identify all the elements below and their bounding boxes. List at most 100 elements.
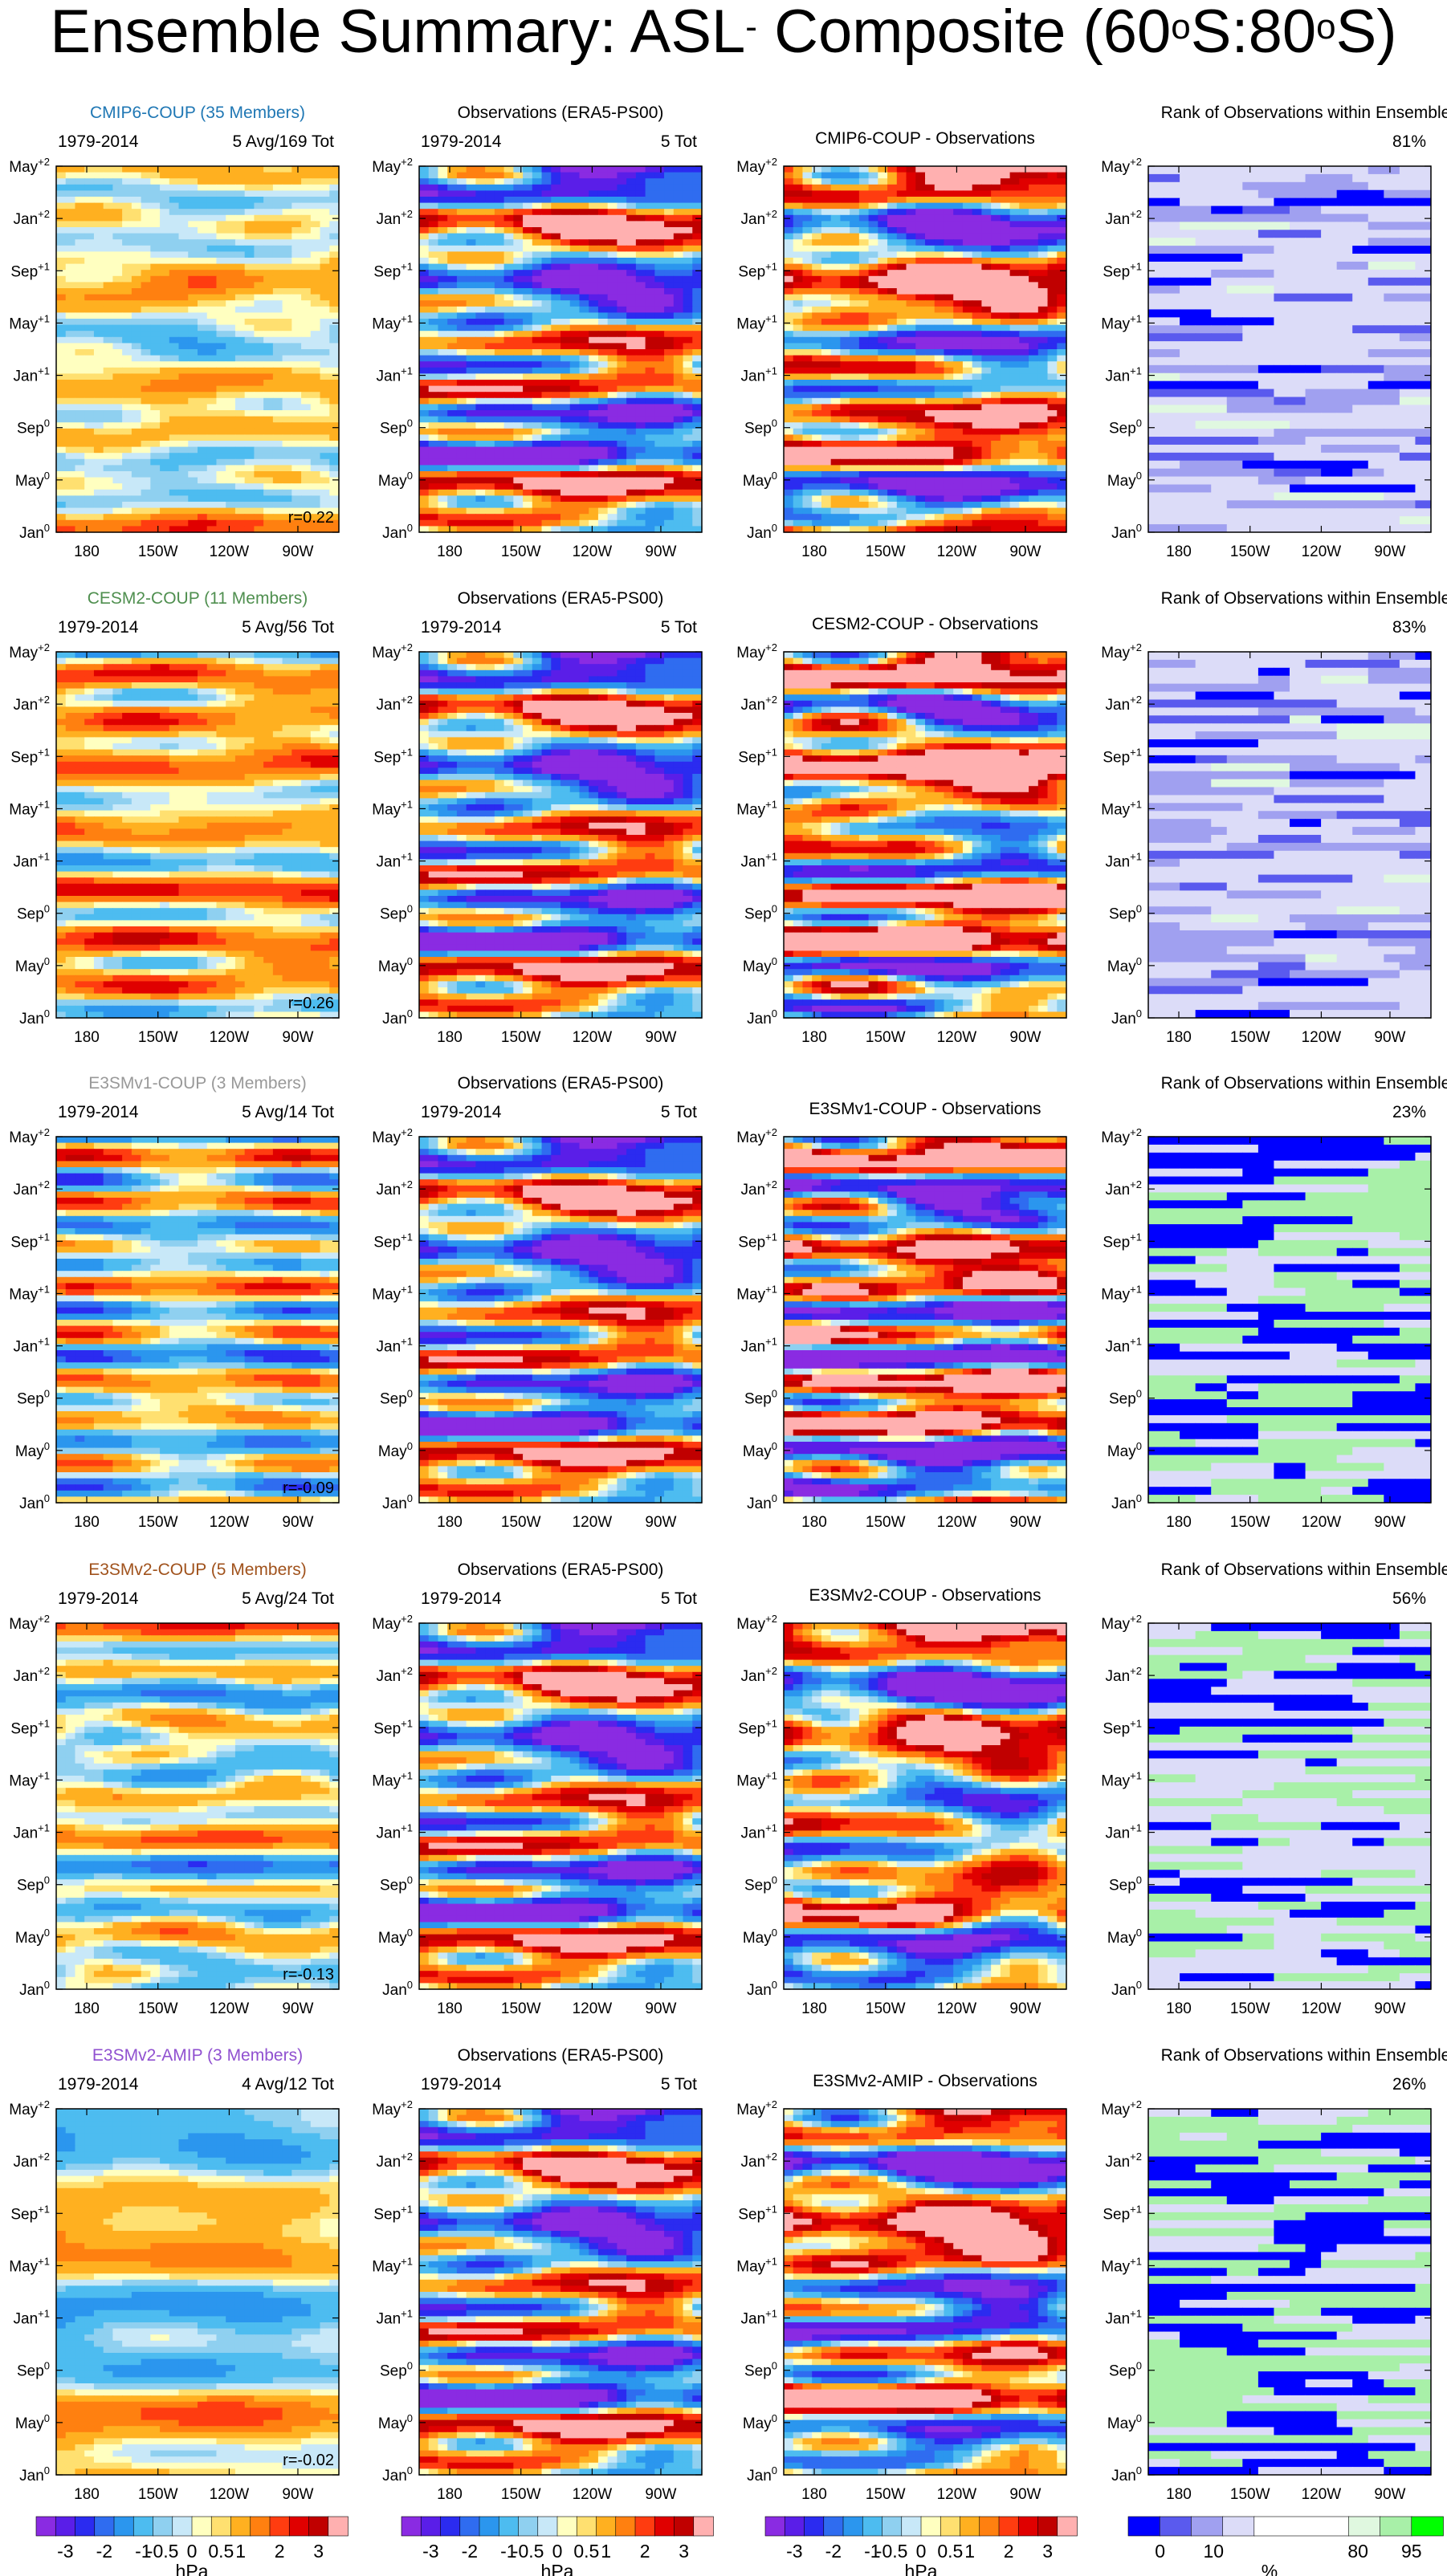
diff-field-cell [944, 172, 954, 179]
model-field-cell [75, 324, 85, 332]
obs-field-cell [664, 458, 675, 466]
model-field-cell [244, 465, 255, 472]
model-field-cell [141, 349, 151, 356]
obs-field-cell [607, 184, 618, 191]
obs-field-cell [551, 294, 561, 301]
model-field-cell [103, 202, 113, 210]
model-field-cell [150, 245, 161, 252]
model-field-cell [131, 367, 142, 374]
model-field-cell [103, 282, 113, 289]
obs-field-cell [597, 331, 609, 338]
obs-field-cell [589, 428, 599, 435]
obs-field-cell [456, 422, 467, 429]
model-field-cell [206, 227, 218, 234]
diff-field-cell [925, 258, 935, 265]
obs-field-cell [503, 441, 514, 448]
diff-field-cell [784, 300, 794, 307]
obs-field-cell [503, 190, 514, 197]
diff-field-cell [858, 361, 870, 368]
obs-field-cell [456, 209, 467, 216]
obs-field-cell [447, 227, 458, 234]
model-field-cell [84, 294, 95, 301]
diff-field-cell [802, 404, 813, 411]
model-field-cell [216, 380, 226, 387]
obs-field-cell [551, 410, 561, 417]
diff-field-cell [962, 245, 973, 252]
obs-field-cell [683, 275, 693, 283]
model-field-cell [282, 385, 292, 393]
obs-field-cell [503, 446, 514, 454]
diff-field-cell [944, 367, 954, 374]
obs-field-cell [560, 239, 571, 246]
diff-field-cell [793, 343, 804, 350]
obs-field-cell [673, 306, 684, 313]
obs-field-cell [485, 495, 495, 503]
obs-field-cell [617, 306, 627, 313]
obs-field-cell [541, 410, 552, 417]
obs-field-cell [597, 178, 609, 185]
obs-field-cell [428, 507, 439, 515]
model-field-cell [216, 349, 226, 356]
model-field-cell [131, 489, 142, 496]
diff-field-cell [972, 227, 982, 234]
obs-field-cell [541, 263, 552, 271]
model-field-cell [198, 214, 208, 222]
diff-field-cell [953, 343, 964, 350]
obs-field-cell [503, 458, 514, 466]
diff-field-cell [830, 221, 841, 228]
diff-field-cell [1029, 288, 1039, 295]
diff-field-cell [887, 251, 898, 258]
model-field-cell [282, 458, 292, 466]
obs-field-cell [494, 227, 505, 234]
obs-field-cell [607, 227, 618, 234]
obs-field-cell [607, 209, 618, 216]
obs-field-cell [654, 514, 665, 521]
diff-field-cell [793, 197, 804, 204]
diff-field-cell [1057, 373, 1067, 380]
model-field-cell [216, 319, 226, 326]
obs-field-cell [683, 227, 693, 234]
obs-field-cell [617, 343, 627, 350]
obs-field-cell [428, 245, 439, 252]
model-field-cell [329, 166, 340, 173]
obs-field-cell [635, 495, 646, 503]
obs-field-cell [523, 251, 533, 258]
obs-field-cell [692, 434, 703, 442]
obs-field-cell [673, 502, 684, 509]
obs-field-cell [438, 178, 448, 185]
obs-field-cell [523, 477, 533, 484]
model-field-cell [206, 209, 218, 216]
obs-field-cell [503, 343, 514, 350]
diff-field-cell [830, 166, 841, 173]
model-field-cell [234, 434, 246, 442]
diff-field-cell [1019, 312, 1029, 319]
obs-field-cell [447, 312, 458, 319]
diff-field-cell [858, 288, 870, 295]
obs-field-cell [532, 385, 543, 393]
obs-field-cell [635, 306, 646, 313]
obs-field-cell [673, 404, 684, 411]
model-field-cell [234, 349, 246, 356]
obs-field-cell [607, 471, 618, 478]
model-field-cell [301, 453, 312, 460]
model-field-cell [178, 294, 189, 301]
obs-field-cell [419, 209, 430, 216]
model-field-cell [244, 263, 255, 271]
obs-field-cell [551, 166, 561, 173]
model-field-cell [141, 477, 151, 484]
obs-field-cell [523, 263, 533, 271]
model-field-cell [75, 270, 85, 277]
obs-field-cell [513, 477, 524, 484]
model-field-cell [206, 477, 218, 484]
diff-field-cell [1029, 385, 1039, 393]
model-field-cell [263, 495, 274, 503]
obs-field-cell [635, 190, 646, 197]
obs-field-cell [626, 471, 637, 478]
model-field-cell [244, 397, 255, 405]
obs-field-cell [673, 495, 684, 503]
obs-field-cell [617, 367, 627, 374]
obs-field-cell [617, 385, 627, 393]
obs-field-cell [475, 270, 486, 277]
model-field-cell [263, 416, 274, 423]
obs-field-cell [551, 458, 561, 466]
